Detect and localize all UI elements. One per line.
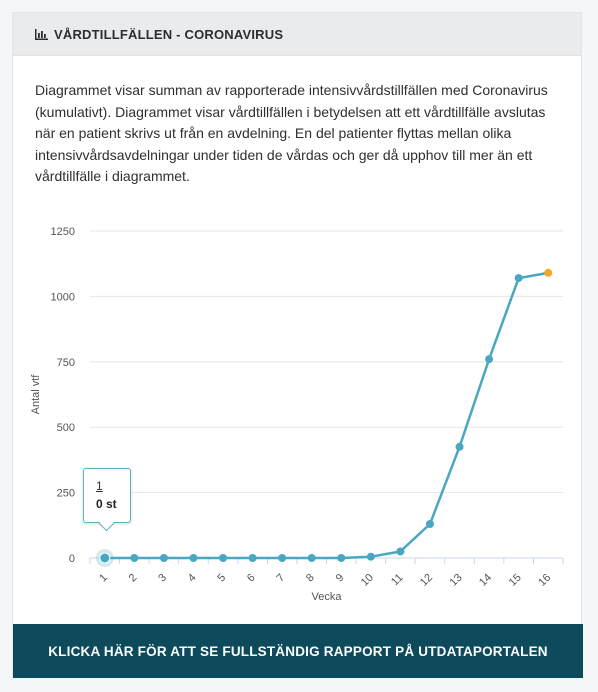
x-tick-label: 15 <box>507 572 524 589</box>
y-tick-label: 250 <box>57 488 75 500</box>
x-tick-label: 13 <box>448 572 465 589</box>
x-tick-label: 16 <box>536 572 553 589</box>
data-point <box>307 554 316 562</box>
data-point <box>366 552 375 561</box>
card-header: VÅRDTILLFÄLLEN - CORONAVIRUS <box>13 13 581 56</box>
x-tick-label: 14 <box>477 572 494 589</box>
y-tick-label: 500 <box>57 422 75 434</box>
data-point <box>455 442 464 451</box>
x-tick-label: 6 <box>245 572 258 585</box>
chart-card: VÅRDTILLFÄLLEN - CORONAVIRUS Diagrammet … <box>12 12 583 678</box>
x-tick-label: 7 <box>274 572 287 585</box>
x-tick-label: 1 <box>97 572 110 585</box>
data-point <box>248 554 257 562</box>
x-tick-label: 4 <box>186 572 199 585</box>
y-tick-label: 750 <box>57 357 75 369</box>
x-tick-label: 8 <box>304 572 317 585</box>
data-point <box>278 554 287 562</box>
data-point <box>189 554 198 562</box>
data-point <box>544 268 553 277</box>
report-link-button[interactable]: KLICKA HÄR FÖR ATT SE FULLSTÄNDIG RAPPOR… <box>13 624 583 678</box>
series-line <box>104 271 549 560</box>
x-tick-label: 10 <box>359 572 376 589</box>
data-point <box>219 554 228 562</box>
data-point <box>99 552 111 564</box>
y-tick-label: 1250 <box>51 226 75 238</box>
card-title: VÅRDTILLFÄLLEN - CORONAVIRUS <box>54 26 284 42</box>
tooltip-week: 1 <box>96 479 103 493</box>
data-point <box>485 355 494 364</box>
x-tick-label: 11 <box>389 572 406 589</box>
y-tick-label: 0 <box>69 553 75 565</box>
y-axis-title: Antal vtf <box>30 374 42 415</box>
bar-chart-icon <box>35 28 48 40</box>
x-tick-label: 5 <box>215 572 228 585</box>
x-tick-label: 2 <box>127 572 140 585</box>
data-point <box>130 554 139 562</box>
data-point <box>159 554 168 562</box>
tooltip-value: 0 st <box>96 497 117 511</box>
line-chart[interactable]: 0 250 500 750 1000 1250 1 2 3 4 5 6 7 8 9 10 11 12 13 14 15 1… <box>13 209 583 609</box>
data-point <box>396 547 405 556</box>
chart-description: Diagrammet visar summan av rapporterade … <box>35 82 548 184</box>
data-point <box>425 519 434 528</box>
x-tick-label: 9 <box>334 572 347 585</box>
x-tick-label: 12 <box>418 572 435 589</box>
x-tick-label: 3 <box>156 572 169 585</box>
data-point <box>337 554 346 562</box>
chart-tooltip: 1 0 st <box>83 468 131 523</box>
data-point <box>514 274 523 283</box>
y-tick-label: 1000 <box>51 291 75 303</box>
x-axis-title: Vecka <box>312 591 343 603</box>
